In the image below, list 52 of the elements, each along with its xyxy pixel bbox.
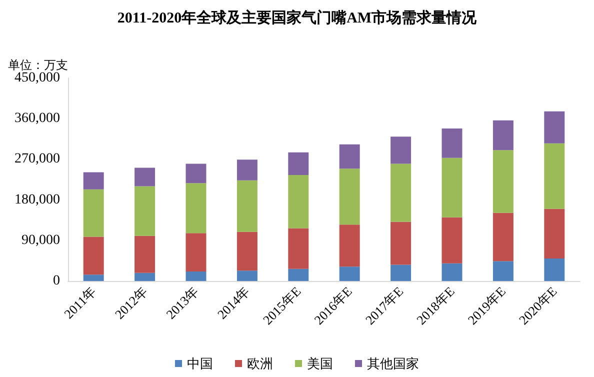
y-tick-label: 90,000 xyxy=(22,232,60,248)
bar xyxy=(236,232,258,271)
bar xyxy=(134,186,156,236)
bar xyxy=(134,168,156,186)
bar xyxy=(288,228,309,269)
chart-title: 2011-2020年全球及主要国家气门嘴AM市场需求量情况 xyxy=(117,8,478,26)
y-axis-title: 单位：万支 xyxy=(8,58,68,72)
bar xyxy=(83,274,104,281)
bar xyxy=(236,180,258,232)
bar xyxy=(339,266,360,281)
bar xyxy=(134,236,156,273)
bar xyxy=(544,258,565,281)
bar xyxy=(186,233,206,272)
bar xyxy=(390,264,412,281)
bar xyxy=(186,164,206,184)
bar xyxy=(442,128,462,158)
bar xyxy=(236,270,258,281)
bar xyxy=(288,152,309,175)
bar xyxy=(492,212,514,262)
bar xyxy=(390,222,412,265)
bar xyxy=(339,224,360,267)
bar xyxy=(442,158,462,218)
bar xyxy=(288,268,309,281)
bar xyxy=(544,111,565,144)
legend-label: 其他国家 xyxy=(367,356,419,371)
bar xyxy=(83,236,104,275)
legend-label: 中国 xyxy=(187,356,213,371)
y-tick-label: 180,000 xyxy=(14,192,60,208)
bar xyxy=(492,150,514,213)
bar xyxy=(544,143,565,209)
bar xyxy=(236,160,258,180)
bar xyxy=(544,208,565,258)
y-tick-label: 0 xyxy=(53,274,60,288)
bar xyxy=(83,172,104,190)
bar xyxy=(390,164,412,222)
legend-label: 欧洲 xyxy=(247,356,273,371)
bar xyxy=(186,272,206,281)
bar xyxy=(442,263,462,281)
legend-label: 美国 xyxy=(307,356,333,371)
bar xyxy=(492,120,514,150)
bar xyxy=(134,272,156,281)
bar xyxy=(442,217,462,264)
bar xyxy=(83,189,104,237)
bar xyxy=(339,168,360,225)
bar xyxy=(186,183,206,234)
bar xyxy=(390,136,412,164)
y-tick-label: 270,000 xyxy=(14,152,60,167)
bar xyxy=(492,261,514,281)
bar xyxy=(339,144,360,169)
y-tick-label: 360,000 xyxy=(14,111,60,126)
y-tick-label: 450,000 xyxy=(14,70,60,86)
bar xyxy=(288,174,309,228)
